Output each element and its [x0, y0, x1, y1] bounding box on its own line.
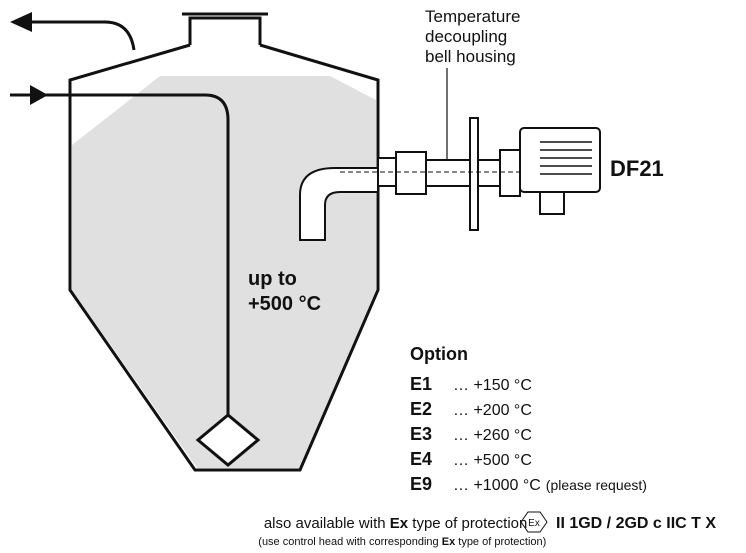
label: decoupling [425, 27, 507, 46]
text: also available with [264, 515, 390, 532]
range: … +200 °C [453, 402, 532, 419]
device-name: DF21 [610, 156, 664, 181]
range: … +1000 °C [453, 477, 541, 494]
text: Ex [390, 515, 409, 532]
tube [477, 159, 501, 187]
temp-label: +500 °C [248, 293, 321, 315]
fins [540, 141, 592, 175]
outlet-pipe [22, 20, 136, 51]
option-range: … +260 °C [453, 427, 532, 444]
option-code: E9 [410, 474, 432, 494]
option-code: E3 [410, 424, 432, 444]
flange [469, 117, 479, 231]
nut [499, 149, 521, 197]
option-list: E1 … +150 °C E2 … +200 °C E3 … +260 °C E4 … +50… [410, 374, 647, 494]
range: … +500 °C [453, 452, 532, 469]
text: (use control head with corresponding [258, 536, 441, 548]
range: … +150 °C [453, 377, 532, 394]
arrow [30, 85, 48, 105]
text: type of protection [408, 515, 527, 532]
cable-gland [539, 191, 565, 215]
option-range: … +200 °C [453, 402, 532, 419]
inlet-pipe [10, 93, 230, 420]
text: Ex [442, 536, 456, 548]
footer-line: II 1GD / 2GD c IIC T X [556, 515, 716, 532]
ex-symbol-frame [520, 511, 548, 533]
label: Temperature [425, 7, 520, 26]
arrow [10, 12, 32, 32]
text: type of protection) [455, 536, 546, 548]
ex-symbol: Ex [528, 518, 540, 529]
temp-label: up to [248, 268, 297, 290]
range: … +260 °C [453, 427, 532, 444]
elbow [299, 167, 379, 241]
option-range: … +1000 °C (please request) [453, 477, 647, 494]
option-range: … +150 °C [453, 377, 532, 394]
option-range: … +500 °C [453, 452, 532, 469]
note: (please request) [546, 477, 647, 493]
option-title: Option [410, 344, 468, 364]
head [519, 127, 601, 193]
option-code: E1 [410, 374, 432, 394]
nut [395, 151, 427, 195]
vessel [68, 12, 380, 472]
fill-level [72, 76, 376, 468]
footer-line: also available with Ex type of protectio… [243, 515, 540, 532]
footer-note: (use control head with corresponding Ex … [243, 536, 555, 548]
sensor-tip [195, 413, 261, 467]
label: bell housing [425, 47, 516, 66]
option-code: E4 [410, 449, 432, 469]
tube [425, 159, 471, 187]
option-code: E2 [410, 399, 432, 419]
